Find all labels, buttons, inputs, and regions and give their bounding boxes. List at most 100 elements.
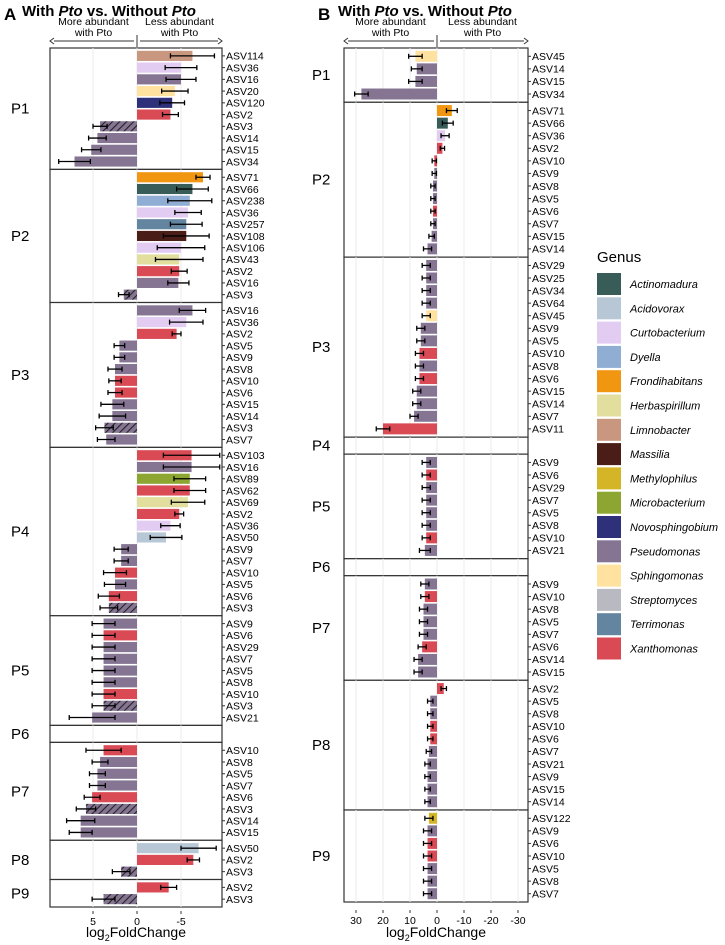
asv-label: ASV5 bbox=[532, 336, 559, 348]
bar bbox=[115, 375, 137, 386]
bar bbox=[422, 641, 437, 653]
asv-label: ASV8 bbox=[532, 181, 559, 193]
bar bbox=[115, 387, 137, 398]
x-tick-label: 0 bbox=[134, 916, 140, 928]
asv-label: ASV2 bbox=[226, 109, 253, 121]
legend-label: Microbacterium bbox=[630, 498, 705, 510]
asv-label: ASV62 bbox=[226, 485, 259, 497]
asv-label: ASV36 bbox=[532, 131, 565, 143]
bar bbox=[137, 485, 190, 496]
asv-label: ASV71 bbox=[226, 172, 259, 184]
legend-swatch bbox=[597, 297, 621, 320]
bar bbox=[137, 497, 189, 508]
right-annotation: with Pto bbox=[463, 27, 502, 39]
asv-label: ASV15 bbox=[532, 386, 565, 398]
asv-label: ASV9 bbox=[532, 771, 559, 783]
x-axis-label: log2FoldChange bbox=[86, 924, 186, 943]
facet-p8: P8ASV2ASV5ASV8ASV10ASV6ASV7ASV21ASV9ASV1… bbox=[312, 679, 565, 811]
facet-p4: P4 bbox=[312, 436, 529, 455]
asv-label: ASV10 bbox=[532, 533, 565, 545]
bar bbox=[137, 172, 203, 183]
bar bbox=[137, 882, 169, 893]
asv-label: ASV7 bbox=[226, 780, 253, 792]
bar bbox=[415, 75, 437, 87]
facet-p6: P6 bbox=[11, 724, 223, 743]
asv-label: ASV8 bbox=[226, 677, 253, 689]
legend-swatch bbox=[597, 443, 621, 466]
asv-label: ASV5 bbox=[532, 696, 559, 708]
bar bbox=[137, 62, 181, 73]
bar bbox=[420, 335, 437, 347]
asv-label: ASV6 bbox=[226, 591, 253, 603]
legend-label: Herbaspirillum bbox=[630, 401, 700, 413]
legend-label: Methylophilus bbox=[630, 473, 698, 485]
legend-label: Dyella bbox=[630, 352, 661, 364]
facet-p4: P4ASV103ASV16ASV89ASV62ASV69ASV2ASV36ASV… bbox=[11, 446, 265, 617]
bar bbox=[137, 50, 193, 61]
facet-label: P5 bbox=[312, 498, 330, 515]
bar bbox=[137, 97, 173, 108]
bar bbox=[437, 105, 452, 117]
asv-label: ASV10 bbox=[226, 689, 259, 701]
asv-label: ASV2 bbox=[226, 329, 253, 341]
bar bbox=[427, 758, 437, 770]
left-annotation: with Pto bbox=[74, 27, 113, 39]
facet-box bbox=[343, 436, 529, 455]
asv-label: ASV10 bbox=[226, 745, 259, 757]
bar bbox=[418, 653, 437, 665]
facet-label: P7 bbox=[312, 620, 330, 637]
legend-item: Limnobacter bbox=[597, 418, 692, 441]
x-tick-label: 30 bbox=[350, 915, 362, 927]
bar bbox=[415, 50, 437, 62]
asv-label: ASV2 bbox=[532, 143, 559, 155]
legend-title: Genus bbox=[597, 249, 641, 266]
asv-label: ASV16 bbox=[226, 278, 259, 290]
panel-title: With Pto vs. Without Pto bbox=[338, 3, 512, 20]
bar bbox=[137, 473, 190, 484]
facet-box bbox=[343, 256, 529, 438]
text-part: vs. Without bbox=[83, 3, 172, 20]
legend-label: Massilia bbox=[630, 449, 670, 461]
facet-label: P4 bbox=[11, 524, 29, 541]
asv-label: ASV5 bbox=[226, 769, 253, 781]
legend-swatch bbox=[597, 491, 621, 514]
left-annotation: More abundant bbox=[58, 16, 129, 28]
asv-label: ASV5 bbox=[532, 508, 559, 520]
asv-label: ASV7 bbox=[226, 434, 253, 446]
asv-label: ASV16 bbox=[226, 305, 259, 317]
asv-label: ASV2 bbox=[226, 266, 253, 278]
bar bbox=[80, 815, 137, 826]
legend: Genus Actinomadura Acidovorax Curtobacteriu… bbox=[597, 249, 718, 660]
asv-label: ASV15 bbox=[532, 667, 565, 679]
legend-swatch bbox=[597, 613, 621, 636]
asv-label: ASV3 bbox=[226, 804, 253, 816]
bar bbox=[383, 423, 437, 435]
asv-label: ASV14 bbox=[532, 797, 565, 809]
asv-label: ASV14 bbox=[532, 399, 565, 411]
right-annotation: Less abundant bbox=[145, 16, 214, 28]
bar bbox=[97, 768, 137, 779]
asv-label: ASV9 bbox=[532, 826, 559, 838]
bar bbox=[426, 297, 437, 309]
bar bbox=[103, 700, 137, 711]
bar bbox=[106, 434, 137, 445]
legend-item: Terrimonas bbox=[597, 613, 685, 636]
bar bbox=[104, 422, 137, 433]
legend-swatch bbox=[597, 370, 621, 393]
panel-letter: B bbox=[318, 5, 330, 24]
asv-label: ASV15 bbox=[532, 784, 565, 796]
asv-label: ASV6 bbox=[532, 373, 559, 385]
asv-label: ASV6 bbox=[532, 838, 559, 850]
asv-label: ASV5 bbox=[226, 665, 253, 677]
bar bbox=[100, 121, 137, 132]
bar bbox=[97, 132, 137, 144]
bar bbox=[416, 63, 437, 75]
bar bbox=[137, 520, 171, 531]
left-annotation: with Pto bbox=[371, 27, 410, 39]
asv-label: ASV34 bbox=[532, 285, 565, 297]
asv-label: ASV36 bbox=[226, 520, 259, 532]
bar bbox=[112, 399, 137, 410]
bar bbox=[100, 756, 137, 768]
